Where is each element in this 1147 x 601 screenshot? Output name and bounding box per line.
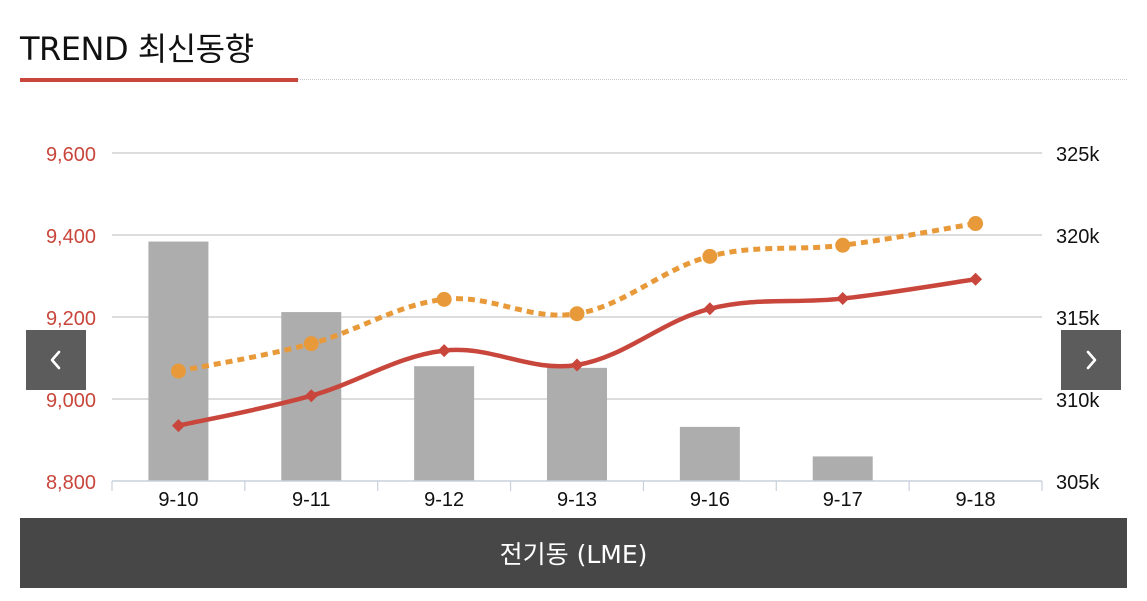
y-right-tick-label: 310k [1056,390,1100,412]
point-circle [702,248,718,264]
y-right-tick-label: 315k [1056,308,1100,330]
x-tick-label: 9-18 [956,489,996,511]
y-left-tick-label: 9,200 [46,308,96,330]
y-left-tick-label: 9,600 [46,144,96,166]
point-circle [436,291,452,307]
next-button[interactable] [1061,330,1121,390]
point-diamond [570,358,584,372]
bar [414,366,475,481]
x-tick-label: 9-12 [424,489,464,511]
x-tick-label: 9-16 [690,489,730,511]
chart-caption: 전기동 (LME) [499,540,648,569]
chart-caption-bar: 전기동 (LME) [20,518,1127,588]
chevron-right-icon [1086,350,1097,370]
point-circle [170,363,186,379]
point-circle [303,336,319,352]
y-right-tick-label: 325k [1056,144,1100,166]
point-circle [835,237,851,253]
point-diamond [304,389,318,403]
bar [547,367,607,481]
point-diamond [836,292,850,306]
point-circle [968,216,984,232]
point-diamond [171,419,185,433]
y-right-tick-label: 305k [1056,472,1100,494]
point-diamond [437,344,451,358]
y-right-tick-label: 320k [1056,226,1100,248]
y-left-tick-label: 8,800 [46,472,96,494]
y-left-tick-label: 9,400 [46,226,96,248]
page-title: TREND 최신동향 [20,30,254,68]
header-accent-underline [20,78,298,82]
bar [679,426,740,481]
bar [812,456,873,481]
chevron-left-icon [50,350,61,370]
header-divider [20,79,1127,80]
y-left-tick-label: 9,000 [46,390,96,412]
prev-button[interactable] [26,330,86,390]
point-circle [569,306,585,322]
x-tick-label: 9-17 [823,489,863,511]
point-diamond [703,302,717,316]
section-header: TREND 최신동향 [20,0,1127,84]
point-diamond [969,272,983,286]
x-tick-label: 9-10 [158,489,198,511]
x-tick-label: 9-11 [292,489,331,511]
x-tick-label: 9-13 [557,489,597,511]
bar [148,241,209,481]
